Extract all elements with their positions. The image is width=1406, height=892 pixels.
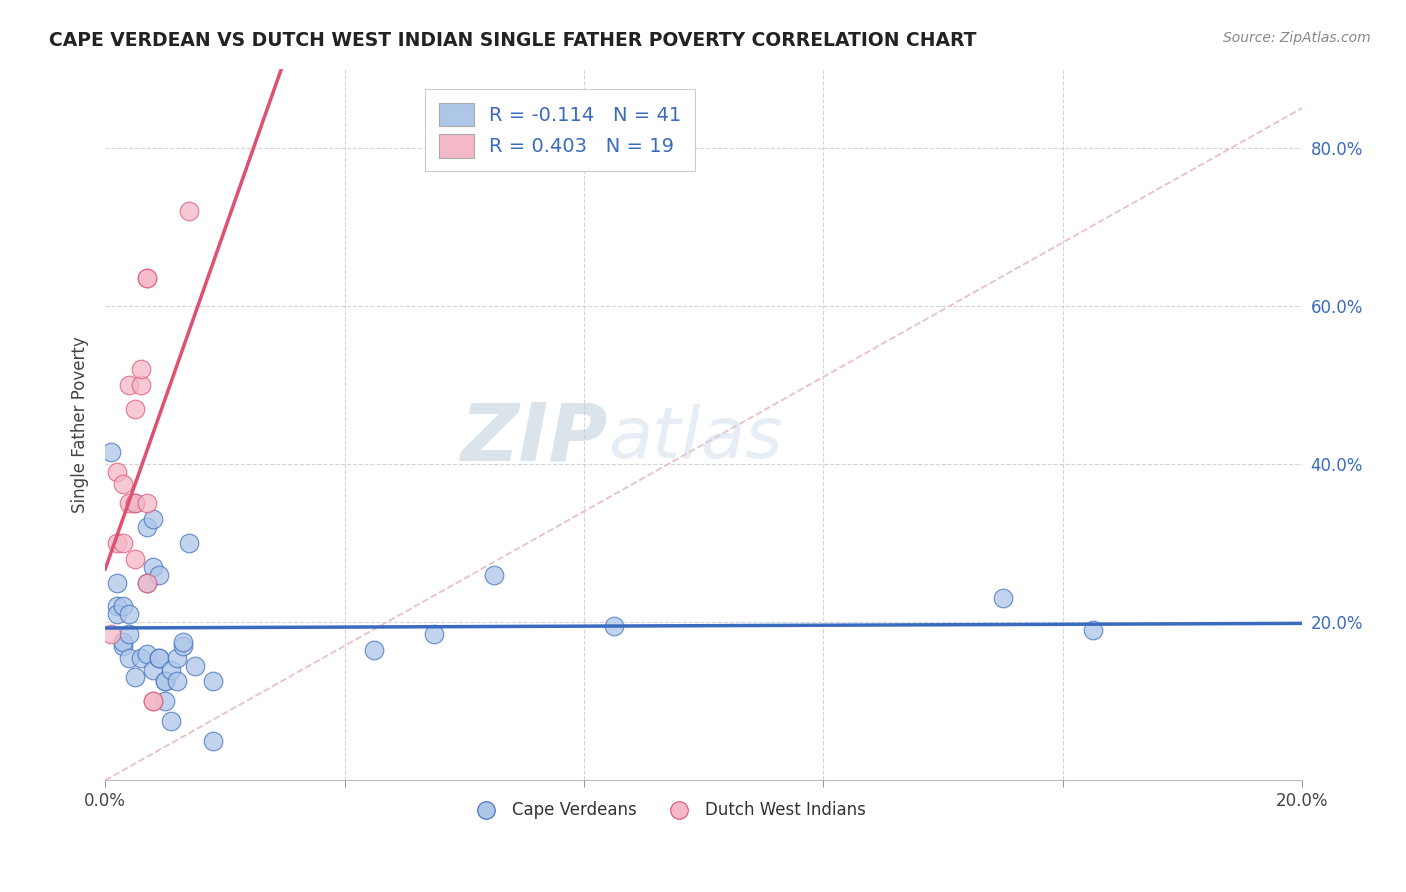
Point <box>160 714 183 728</box>
Point <box>112 599 135 614</box>
Point <box>100 627 122 641</box>
Text: ZIP: ZIP <box>461 400 607 477</box>
Point <box>1081 623 1104 637</box>
Point <box>105 575 128 590</box>
Point <box>148 650 170 665</box>
Point <box>124 401 146 416</box>
Point <box>118 496 141 510</box>
Point <box>136 496 159 510</box>
Legend: Cape Verdeans, Dutch West Indians: Cape Verdeans, Dutch West Indians <box>463 794 873 825</box>
Point <box>142 512 165 526</box>
Point <box>177 203 200 218</box>
Point <box>142 694 165 708</box>
Text: CAPE VERDEAN VS DUTCH WEST INDIAN SINGLE FATHER POVERTY CORRELATION CHART: CAPE VERDEAN VS DUTCH WEST INDIAN SINGLE… <box>49 31 977 50</box>
Point <box>112 536 135 550</box>
Text: Source: ZipAtlas.com: Source: ZipAtlas.com <box>1223 31 1371 45</box>
Point <box>136 575 159 590</box>
Point <box>148 650 170 665</box>
Point <box>423 627 446 641</box>
Point <box>166 650 188 665</box>
Point <box>153 674 176 689</box>
Point <box>177 536 200 550</box>
Point <box>112 639 135 653</box>
Point <box>100 445 122 459</box>
Point <box>105 607 128 622</box>
Point <box>129 377 152 392</box>
Point <box>118 607 141 622</box>
Point <box>105 599 128 614</box>
Point <box>184 658 207 673</box>
Point <box>124 496 146 510</box>
Point <box>136 575 159 590</box>
Point <box>136 520 159 534</box>
Point <box>124 552 146 566</box>
Point <box>153 694 176 708</box>
Point <box>142 694 165 708</box>
Point <box>105 465 128 479</box>
Point <box>172 635 194 649</box>
Point <box>112 476 135 491</box>
Point <box>129 650 152 665</box>
Point <box>172 639 194 653</box>
Point <box>129 362 152 376</box>
Point <box>105 536 128 550</box>
Point <box>603 619 626 633</box>
Point <box>142 663 165 677</box>
Point <box>201 733 224 747</box>
Point <box>124 496 146 510</box>
Point <box>118 650 141 665</box>
Point <box>118 377 141 392</box>
Point <box>136 647 159 661</box>
Point <box>160 663 183 677</box>
Point <box>124 671 146 685</box>
Point <box>142 559 165 574</box>
Point <box>991 591 1014 606</box>
Text: atlas: atlas <box>607 404 783 473</box>
Point <box>148 567 170 582</box>
Point <box>118 627 141 641</box>
Point <box>363 642 385 657</box>
Point <box>153 674 176 689</box>
Point <box>201 674 224 689</box>
Point <box>166 674 188 689</box>
Point <box>482 567 505 582</box>
Y-axis label: Single Father Poverty: Single Father Poverty <box>72 336 89 513</box>
Point <box>136 271 159 285</box>
Point <box>112 635 135 649</box>
Point <box>136 271 159 285</box>
